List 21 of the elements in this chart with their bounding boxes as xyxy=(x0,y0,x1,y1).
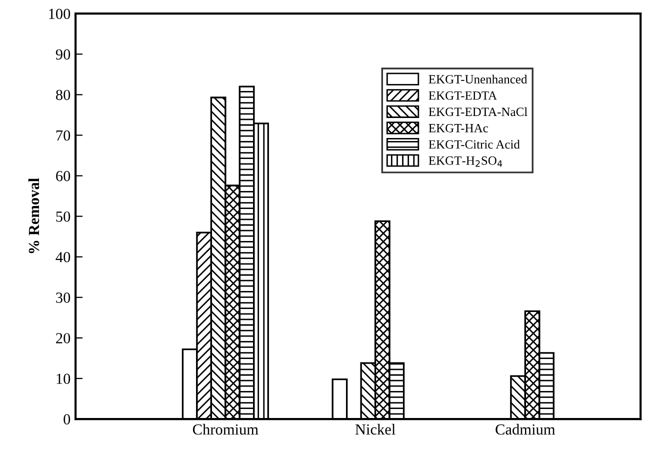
y-tick-label: 0 xyxy=(64,414,70,424)
x-tick-label: Cadmium xyxy=(496,424,556,435)
y-axis-title: % Removal xyxy=(28,178,40,254)
y-tick-label: 50 xyxy=(56,211,70,222)
y-tick-label: 20 xyxy=(56,333,70,344)
x-tick-label: Nickel xyxy=(355,424,396,435)
legend-label: EKGT-EDTA xyxy=(428,91,497,100)
legend-label: EKGT-H$_{2}$SO$_{4}$ xyxy=(428,156,502,167)
y-tick-label: 100 xyxy=(49,8,70,20)
y-tick-label: 60 xyxy=(56,170,70,182)
y-tick-label: 90 xyxy=(56,49,70,60)
legend-label: EKGT-HAc xyxy=(428,124,488,132)
x-tick-label: Chromium xyxy=(192,424,258,435)
y-tick-label: 10 xyxy=(56,374,70,384)
legend-label: EKGT-Citric Acid xyxy=(428,140,520,149)
y-tick-label: 80 xyxy=(56,90,70,100)
y-tick-label: 30 xyxy=(56,292,70,303)
legend-label: EKGT-EDTA-NaCl xyxy=(428,107,528,116)
legend-label: EKGT-Unenhanced xyxy=(428,74,528,84)
y-tick-label: 70 xyxy=(56,130,70,141)
y-tick-label: 40 xyxy=(56,252,70,262)
